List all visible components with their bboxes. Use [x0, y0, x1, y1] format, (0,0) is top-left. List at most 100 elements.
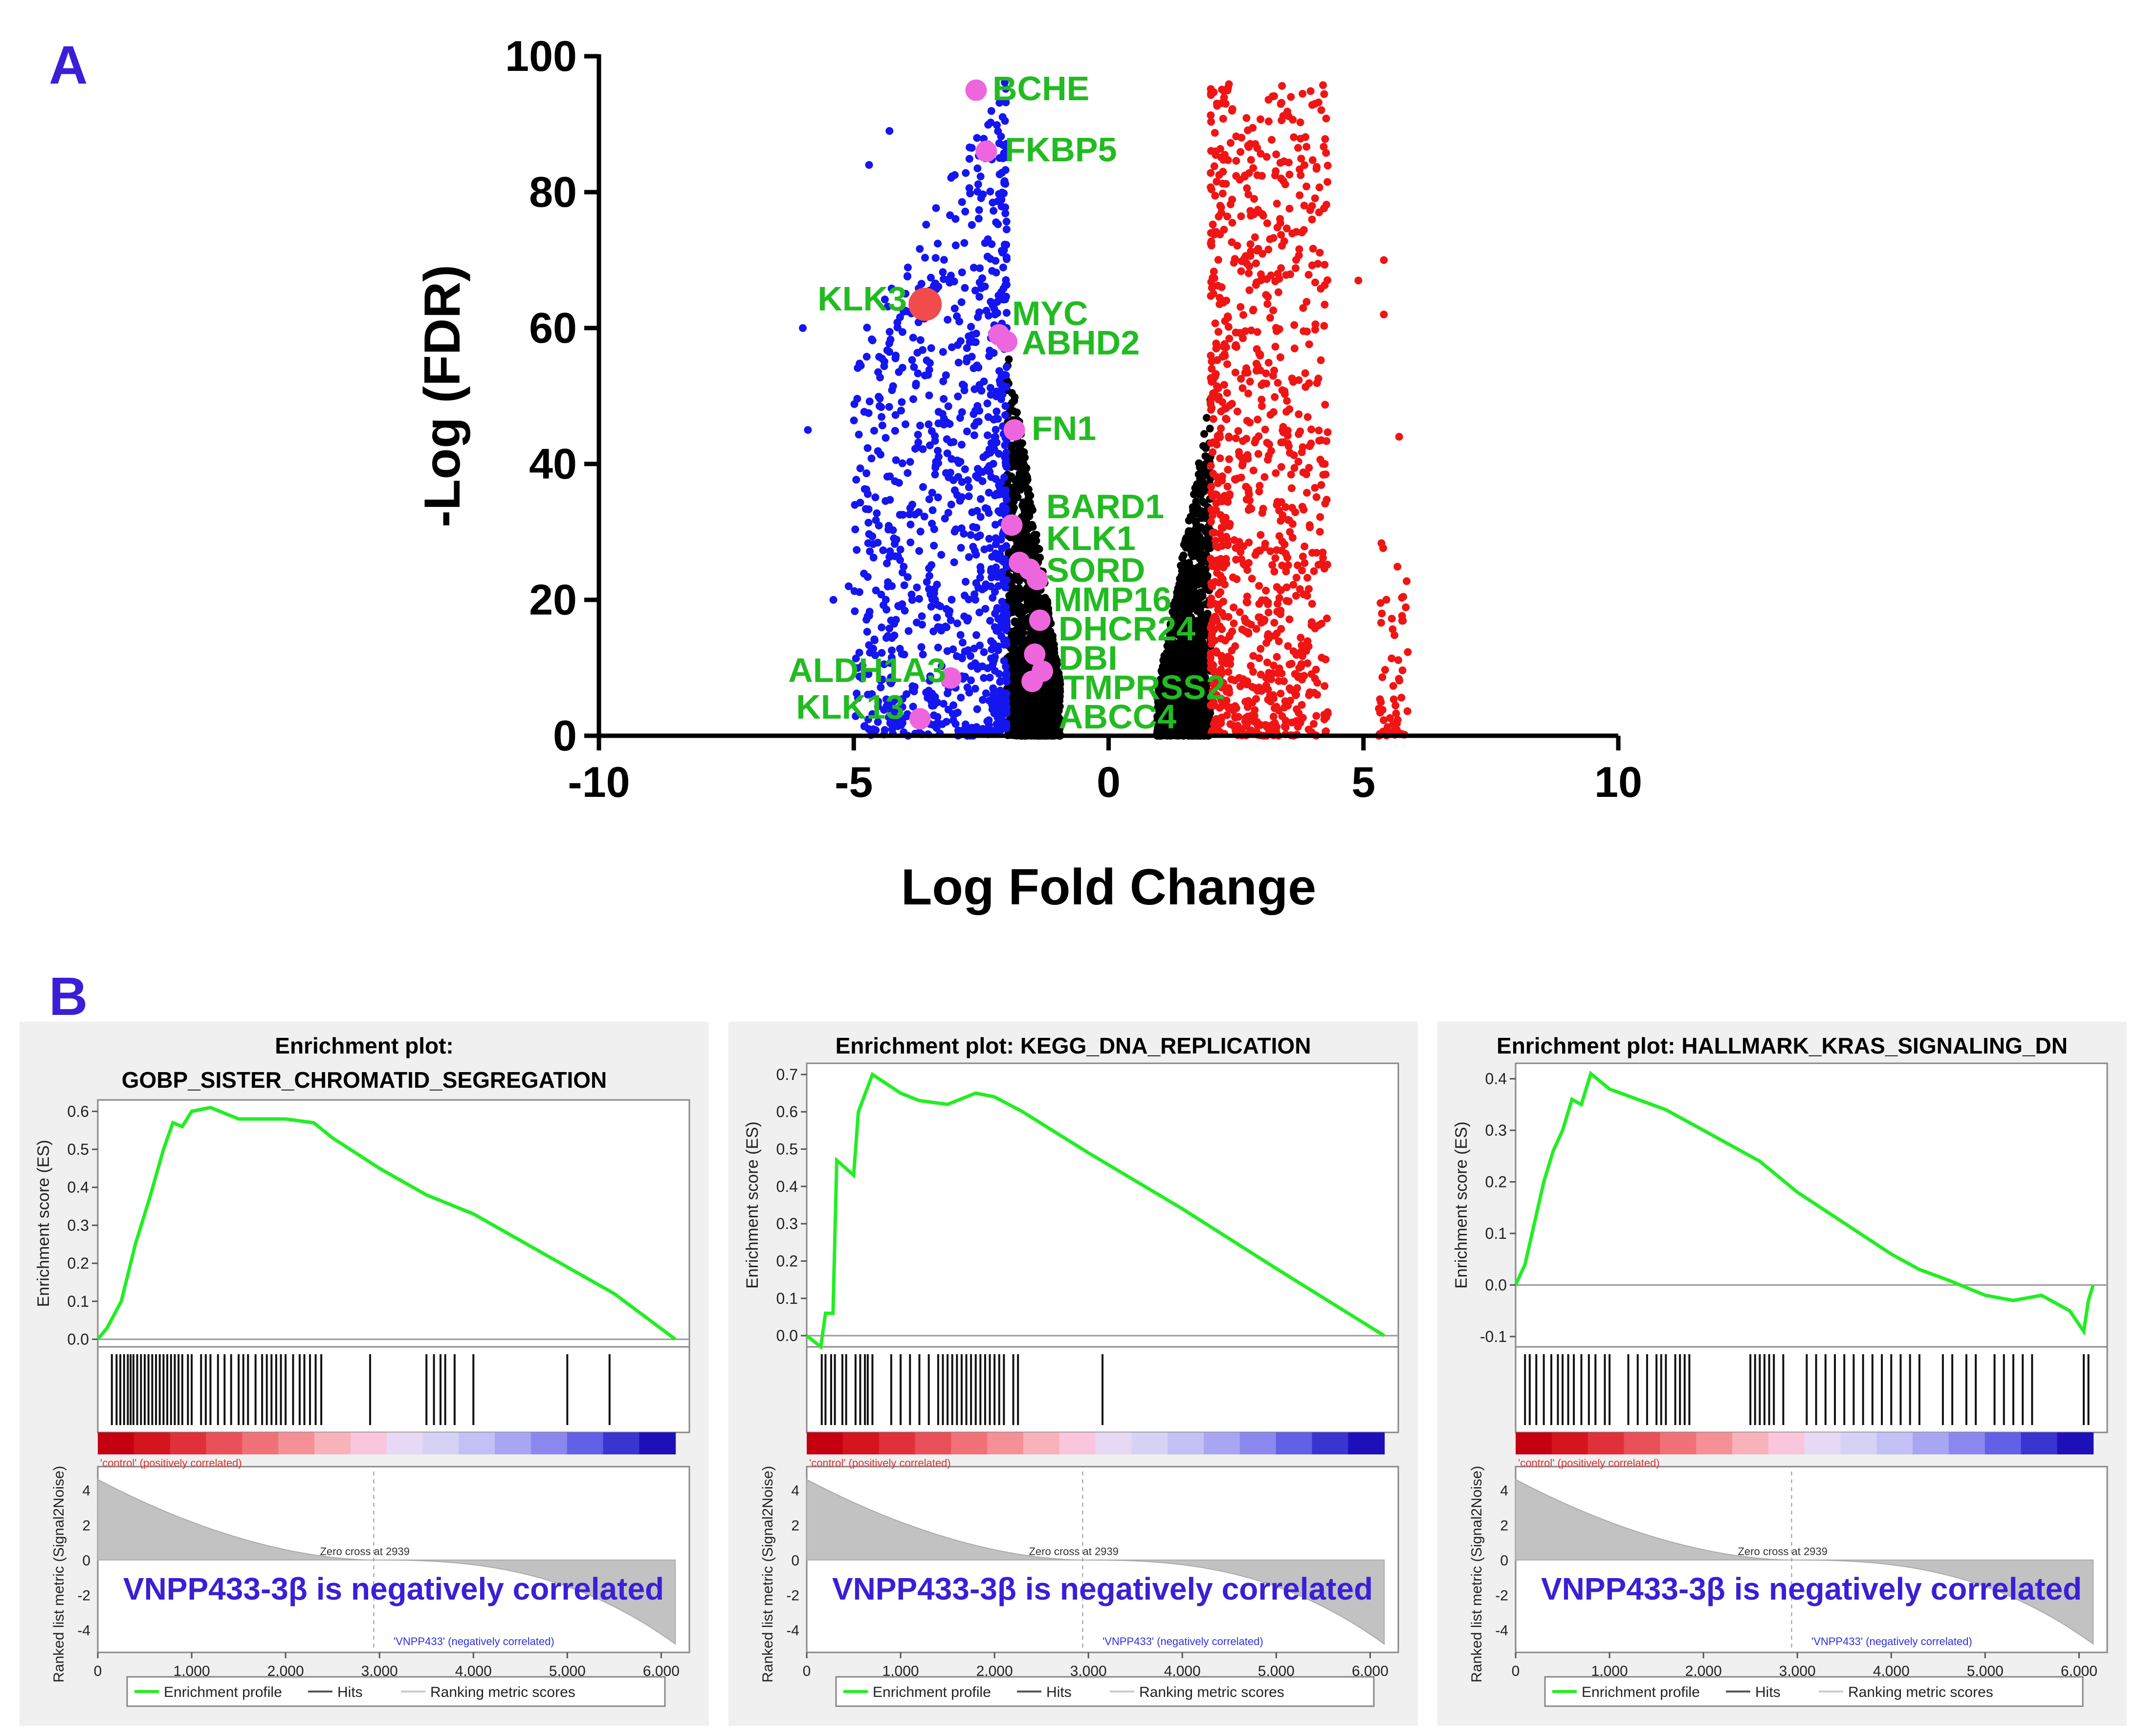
up-point	[1320, 710, 1328, 719]
down-point	[868, 335, 876, 344]
color-bar-segment	[98, 1432, 134, 1454]
highlight-point	[909, 708, 931, 730]
down-point	[950, 558, 958, 567]
up-point	[1301, 559, 1309, 567]
down-point	[963, 683, 971, 692]
down-point	[980, 648, 988, 656]
down-point	[863, 324, 871, 332]
down-point	[965, 184, 973, 192]
up-point	[1236, 303, 1245, 311]
ns-point	[1178, 621, 1187, 629]
down-point	[864, 409, 873, 418]
up-point	[1290, 321, 1299, 329]
down-point	[948, 595, 956, 604]
up-point	[1264, 358, 1273, 367]
ns-point	[1055, 685, 1063, 693]
y-tick-label: 80	[529, 168, 577, 216]
up-point	[1389, 682, 1397, 690]
up-point	[1243, 451, 1252, 459]
down-point	[971, 286, 979, 295]
ns-point	[1024, 704, 1032, 713]
pos-correlated-label: 'control' (positively correlated)	[809, 1457, 951, 1469]
down-point	[960, 239, 969, 247]
up-point	[1223, 360, 1232, 368]
up-point	[1296, 118, 1304, 127]
down-point	[982, 689, 990, 698]
ns-point	[1188, 566, 1196, 574]
up-point	[1380, 716, 1388, 725]
up-point	[1220, 350, 1229, 358]
rank-tick-label: 0	[803, 1663, 811, 1679]
down-point	[998, 568, 1007, 576]
up-point	[1213, 440, 1221, 449]
down-point	[908, 596, 916, 604]
down-point	[955, 317, 964, 326]
ns-point	[1010, 634, 1018, 642]
up-point	[1254, 416, 1262, 424]
up-point	[1280, 237, 1288, 245]
up-point	[1378, 609, 1386, 617]
down-point	[916, 527, 925, 536]
down-point	[965, 332, 973, 340]
color-bar-segment	[1059, 1432, 1096, 1454]
up-point	[1262, 153, 1271, 161]
gene-label: FN1	[1032, 409, 1096, 447]
down-point	[868, 532, 877, 541]
neg-correlated-label: 'VNPP433' (negatively correlated)	[1103, 1635, 1263, 1648]
es-tick-label: 0.1	[1485, 1225, 1507, 1242]
up-point	[1210, 528, 1218, 537]
up-point	[1226, 631, 1234, 639]
up-point	[1218, 189, 1227, 198]
up-point	[1299, 714, 1307, 722]
es-tick-label: 0.4	[776, 1178, 798, 1195]
ns-point	[1046, 723, 1054, 731]
up-point	[1247, 156, 1255, 164]
x-tick-label: -10	[568, 758, 630, 806]
up-point	[1292, 573, 1301, 582]
up-point	[1249, 652, 1257, 660]
down-point	[948, 343, 956, 352]
ranked-tick-label: -2	[77, 1588, 90, 1604]
ns-point	[1192, 505, 1201, 513]
down-point	[994, 507, 1003, 515]
down-point	[1002, 383, 1011, 391]
down-point	[973, 402, 982, 410]
ns-point	[1038, 711, 1046, 720]
highlight-point	[1026, 569, 1048, 591]
up-point	[1242, 114, 1251, 122]
up-point	[1399, 616, 1407, 625]
down-point	[960, 529, 968, 538]
up-point	[1237, 374, 1245, 383]
down-point	[985, 488, 993, 497]
up-point	[1378, 705, 1387, 714]
ns-point	[1052, 661, 1060, 669]
down-point	[920, 512, 928, 521]
up-point	[1281, 180, 1289, 189]
up-point	[1270, 568, 1279, 576]
up-point	[1230, 619, 1238, 628]
up-point	[1257, 531, 1265, 539]
ns-point	[1206, 424, 1214, 433]
up-point	[1317, 619, 1325, 628]
ns-point	[1203, 679, 1212, 687]
up-point	[1244, 389, 1253, 397]
down-point	[853, 546, 861, 554]
es-tick-label: 0.0	[67, 1330, 89, 1348]
up-point	[1218, 609, 1226, 617]
up-point	[1247, 247, 1255, 255]
up-point	[1262, 379, 1271, 388]
up-point	[1281, 503, 1290, 511]
ns-point	[1018, 655, 1026, 663]
up-point	[1225, 432, 1233, 440]
up-point	[1290, 133, 1298, 141]
down-point	[986, 384, 994, 392]
up-point	[1300, 672, 1308, 680]
down-point	[925, 420, 933, 429]
ns-point	[1015, 647, 1023, 656]
up-point	[1211, 719, 1219, 727]
up-point	[1321, 400, 1329, 409]
pos-correlated-label: 'control' (positively correlated)	[100, 1457, 242, 1469]
down-point	[1002, 253, 1011, 262]
up-point	[1285, 204, 1294, 213]
up-point	[1287, 659, 1296, 668]
